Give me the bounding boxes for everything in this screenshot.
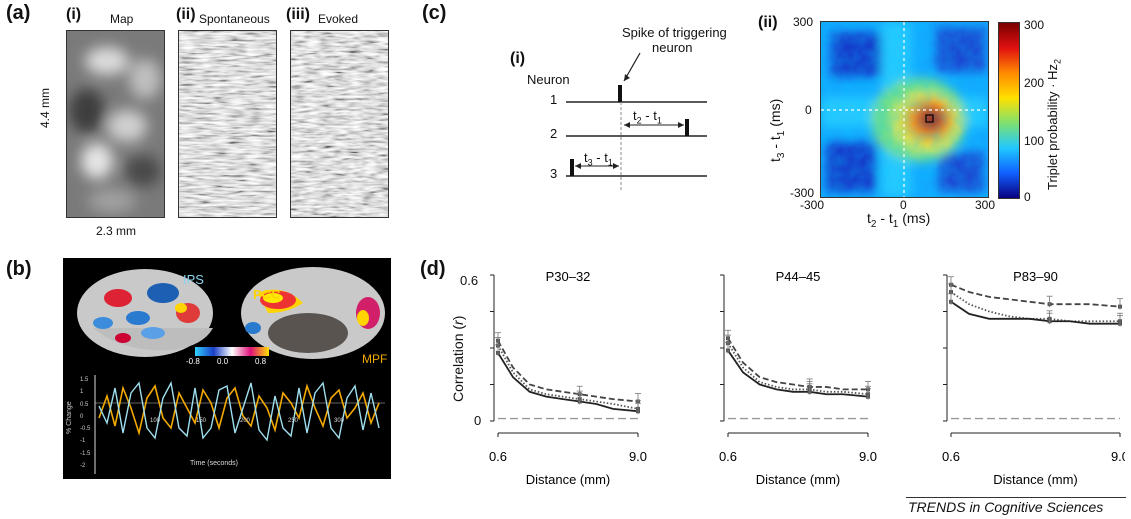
panel-b-yticks: 1.5 1 0.5 0 -0.5 -1 -1.5 -2 [80, 377, 91, 470]
panel-a-sub-ii: (ii) [176, 6, 196, 23]
colorbar-tick-200: 200 [1024, 76, 1045, 90]
panel-c-sub-i: (i) [510, 50, 526, 67]
panel-c-sub-ii: (ii) [758, 14, 778, 31]
triplet-heatmap [820, 21, 989, 198]
panel-a-width-label: 2.3 mm [96, 224, 137, 238]
footer-rule [906, 497, 1126, 498]
panel-d-label: (d) [420, 258, 446, 280]
interval-t3-t1: t3 - t1 [584, 150, 613, 168]
heatmap-xlabel: t2 - t1 (ms) [867, 210, 931, 230]
brain-lateral-view [77, 269, 213, 357]
panel-a-title-evoked: Evoked [318, 12, 359, 26]
heatmap-colorbar [998, 22, 1020, 199]
series-line-0-1 [497, 345, 639, 410]
colorbar-tick-pos: 0.8 [255, 357, 267, 366]
colorbar-label: Triplet probability · Hz2 [1045, 59, 1063, 190]
heatmap-xtick-0: 0 [900, 198, 907, 212]
panel-b-colorbar [195, 347, 269, 356]
spike-annotation-2: neuron [652, 40, 693, 55]
panel-d-title-2: P83–90 [1013, 269, 1058, 284]
panel-d-xtick-left-0: 0.6 [489, 449, 507, 464]
spike-neuron-3 [570, 159, 574, 176]
panel-a-sub-iii: (iii) [286, 6, 310, 23]
heatmap-xtick-300: 300 [975, 198, 996, 212]
spike-annotation-1: Spike of triggering [622, 25, 727, 40]
label-mpf: MPF [362, 352, 388, 366]
panel-d-ytick-0: 0 [474, 413, 482, 428]
series-line-1-1 [727, 342, 869, 396]
evoked-image [290, 30, 389, 218]
panel-d-xtick-right-1: 9.0 [859, 449, 877, 464]
panel-c-label: (c) [422, 2, 447, 24]
colorbar-tick-100: 100 [1024, 134, 1045, 148]
panel-a-label: (a) [6, 2, 31, 24]
spike-diagram [566, 52, 707, 190]
series-line-2-2 [950, 301, 1120, 325]
brain-figure [63, 258, 391, 479]
neuron-row-3: 3 [550, 166, 558, 181]
panel-d-xtick-right-0: 9.0 [629, 449, 647, 464]
panel-a-sub-i: (i) [66, 6, 82, 23]
colorbar-tick-300: 300 [1024, 18, 1045, 32]
series-line-1-2 [727, 349, 869, 398]
panel-b-ylabel: % Change [66, 401, 73, 434]
interval-t2-t1: t2 - t1 [633, 108, 662, 126]
panel-d-xlabel-0: Distance (mm) [526, 472, 611, 487]
series-line-2-0 [950, 283, 1121, 308]
series-line-1-0 [727, 337, 868, 391]
panel-d-ylabel: Correlation (r) [450, 315, 466, 402]
panel-d-xlabel-2: Distance (mm) [993, 472, 1078, 487]
panel-a-title-map: Map [110, 12, 134, 26]
neuron-row-1: 1 [550, 92, 558, 107]
panel-b-xtick-300: 300 [334, 418, 345, 424]
panel-d-xtick-left-2: 0.6 [942, 449, 960, 464]
neuron-header: Neuron [527, 72, 570, 87]
panel-b-xtick-200: 200 [240, 418, 251, 424]
panel-b-xtick-100: 100 [150, 418, 161, 424]
pcc-timeseries [98, 383, 380, 437]
label-pcc: PCC [253, 287, 281, 302]
panel-d-title-0: P30–32 [546, 269, 591, 284]
neuron-row-2: 2 [550, 126, 558, 141]
panel-d-title-1: P44–45 [776, 269, 821, 284]
colorbar-tick-zero: 0.0 [217, 357, 229, 366]
map-image [66, 30, 165, 218]
heatmap-xtick-neg300: -300 [800, 198, 825, 212]
spike-neuron-1 [618, 85, 622, 102]
panel-b-label: (b) [6, 258, 32, 280]
series-line-2-1 [950, 291, 1120, 323]
series-line-0-0 [497, 340, 639, 403]
spike-neuron-2 [685, 119, 689, 136]
panel-a-title-spontaneous: Spontaneous [199, 12, 270, 26]
label-ips: IPS [183, 272, 204, 287]
panel-d-xtick-right-2: 9.0 [1111, 449, 1125, 464]
panel-d-xtick-left-1: 0.6 [719, 449, 737, 464]
heatmap-ytick-0: 0 [805, 103, 812, 117]
peak-marker [925, 114, 934, 123]
spontaneous-image [178, 30, 277, 218]
colorbar-tick-0: 0 [1024, 190, 1031, 204]
panel-d-xlabel-1: Distance (mm) [756, 472, 841, 487]
panel-b-xlabel: Time (seconds) [190, 460, 238, 467]
ips-timeseries [98, 380, 380, 442]
panel-b-xtick-150: 150 [196, 418, 207, 424]
correlation-plots: P30–32 0.6 9.0 Distance (mm) P44–45 0.6 9.0 Dis… [489, 269, 1125, 487]
brain-medial-view [241, 267, 385, 359]
series-line-0-2 [497, 352, 639, 413]
panel-a-height-label: 4.4 mm [38, 87, 52, 128]
colorbar-tick-neg: -0.8 [186, 357, 200, 366]
footer-credit: TRENDS in Cognitive Sciences [908, 499, 1104, 515]
heatmap-ylabel: t3 - t1 (ms) [767, 98, 787, 162]
panel-d-ytick-06: 0.6 [460, 273, 479, 288]
heatmap-ytick-300: 300 [793, 15, 814, 29]
panel-b-xtick-250: 250 [288, 418, 299, 424]
heatmap-ytick-neg300: -300 [790, 186, 815, 200]
